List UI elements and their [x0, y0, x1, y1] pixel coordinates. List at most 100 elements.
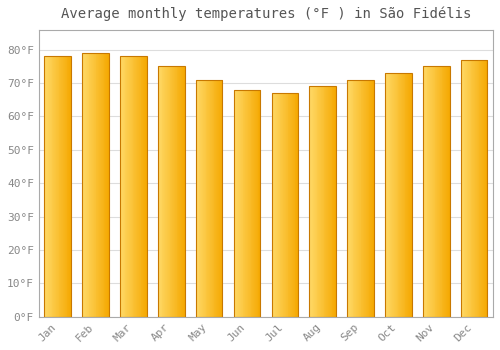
Bar — [448, 66, 449, 317]
Bar — [483, 60, 484, 317]
Bar — [316, 86, 318, 317]
Bar — [486, 60, 487, 317]
Bar — [160, 66, 161, 317]
Bar — [214, 80, 215, 317]
Bar — [130, 56, 131, 317]
Bar — [83, 53, 84, 317]
Bar — [106, 53, 108, 317]
Bar — [280, 93, 281, 317]
Bar — [212, 80, 213, 317]
Bar — [478, 60, 479, 317]
Bar — [208, 80, 210, 317]
Bar — [252, 90, 254, 317]
Bar — [181, 66, 182, 317]
Bar — [461, 60, 487, 317]
Bar — [93, 53, 94, 317]
Bar — [220, 80, 222, 317]
Bar — [184, 66, 185, 317]
Bar — [434, 66, 435, 317]
Bar — [129, 56, 130, 317]
Bar — [128, 56, 130, 317]
Bar — [50, 56, 52, 317]
Bar — [284, 93, 285, 317]
Bar — [58, 56, 60, 317]
Bar — [310, 86, 336, 317]
Bar — [70, 56, 71, 317]
Bar — [426, 66, 427, 317]
Bar — [294, 93, 295, 317]
Bar — [320, 86, 322, 317]
Bar — [423, 66, 424, 317]
Bar — [440, 66, 441, 317]
Bar — [56, 56, 57, 317]
Bar — [393, 73, 394, 317]
Bar — [408, 73, 410, 317]
Bar — [362, 80, 364, 317]
Bar — [272, 93, 298, 317]
Bar — [120, 56, 146, 317]
Bar — [319, 86, 320, 317]
Bar — [203, 80, 204, 317]
Bar — [436, 66, 438, 317]
Bar — [170, 66, 172, 317]
Bar — [84, 53, 86, 317]
Bar — [294, 93, 296, 317]
Bar — [183, 66, 184, 317]
Bar — [396, 73, 398, 317]
Bar — [134, 56, 136, 317]
Bar — [371, 80, 372, 317]
Bar — [444, 66, 446, 317]
Bar — [330, 86, 331, 317]
Bar — [248, 90, 249, 317]
Bar — [363, 80, 364, 317]
Bar — [291, 93, 292, 317]
Bar — [370, 80, 372, 317]
Bar — [423, 66, 450, 317]
Bar — [69, 56, 70, 317]
Bar — [176, 66, 177, 317]
Bar — [280, 93, 281, 317]
Bar — [484, 60, 485, 317]
Bar — [354, 80, 356, 317]
Bar — [372, 80, 374, 317]
Bar — [390, 73, 392, 317]
Bar — [286, 93, 288, 317]
Bar — [326, 86, 328, 317]
Bar — [120, 56, 122, 317]
Bar — [206, 80, 208, 317]
Bar — [238, 90, 240, 317]
Bar — [241, 90, 242, 317]
Bar — [162, 66, 163, 317]
Bar — [432, 66, 434, 317]
Bar — [206, 80, 207, 317]
Bar — [322, 86, 324, 317]
Bar — [256, 90, 258, 317]
Bar — [219, 80, 220, 317]
Bar — [430, 66, 432, 317]
Bar — [470, 60, 472, 317]
Bar — [88, 53, 90, 317]
Bar — [403, 73, 404, 317]
Bar — [445, 66, 446, 317]
Bar — [48, 56, 50, 317]
Bar — [470, 60, 471, 317]
Bar — [140, 56, 142, 317]
Bar — [88, 53, 89, 317]
Bar — [324, 86, 325, 317]
Bar — [90, 53, 92, 317]
Bar — [44, 56, 71, 317]
Bar — [429, 66, 430, 317]
Bar — [102, 53, 104, 317]
Bar — [477, 60, 478, 317]
Bar — [196, 80, 197, 317]
Bar — [334, 86, 336, 317]
Bar — [468, 60, 469, 317]
Bar — [47, 56, 48, 317]
Bar — [396, 73, 397, 317]
Bar — [54, 56, 56, 317]
Bar — [442, 66, 443, 317]
Bar — [94, 53, 96, 317]
Bar — [212, 80, 214, 317]
Bar — [209, 80, 210, 317]
Bar — [357, 80, 358, 317]
